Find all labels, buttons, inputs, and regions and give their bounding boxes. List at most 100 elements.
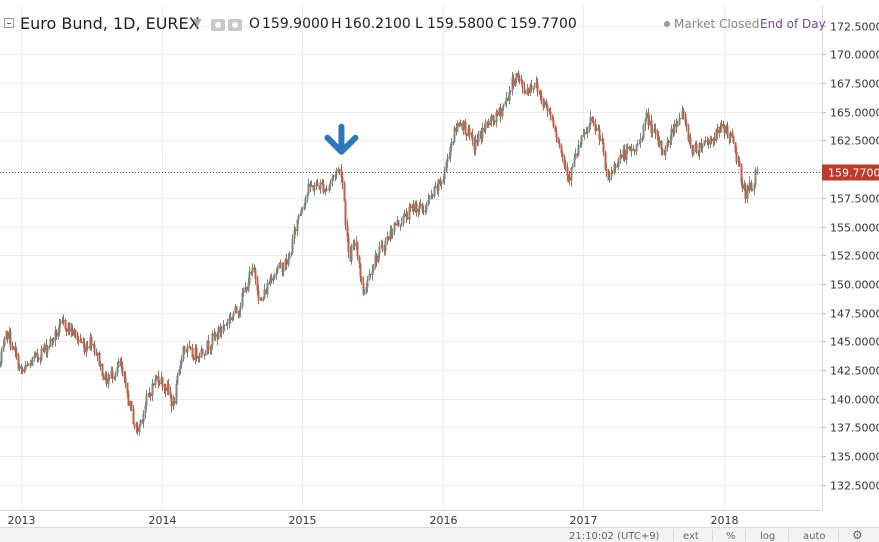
candle-body xyxy=(272,277,275,281)
candle-body xyxy=(157,376,160,383)
candle-body xyxy=(204,352,207,356)
candle-body xyxy=(62,319,65,321)
candle-body xyxy=(538,91,541,94)
candle-body xyxy=(418,205,421,209)
candle-body xyxy=(616,166,619,168)
candle-body xyxy=(555,132,558,139)
candle-body xyxy=(620,154,623,158)
candle-body xyxy=(51,338,54,341)
candle-body xyxy=(471,134,474,141)
candle-body xyxy=(654,129,657,134)
candle-body xyxy=(509,90,512,93)
candle-body xyxy=(681,110,684,119)
candle-body xyxy=(338,169,341,171)
candle-body xyxy=(266,283,269,294)
candle-body xyxy=(303,204,306,209)
candle-body xyxy=(114,373,117,377)
candle-body xyxy=(549,111,552,115)
candle-body xyxy=(179,364,182,369)
candle-body xyxy=(254,269,257,279)
vertical-gridlines xyxy=(21,5,725,510)
candle-body xyxy=(329,181,332,186)
price-axis[interactable]: 132.5000 135.0000 137.5000 140.0000 142.5000… xyxy=(822,0,879,527)
candle-body xyxy=(102,376,105,380)
candle-body xyxy=(270,278,273,281)
candle-body xyxy=(133,423,136,427)
y-tick-label: 170.0000 xyxy=(830,49,879,62)
candle-body xyxy=(412,204,415,212)
ext-toggle[interactable]: ext xyxy=(683,531,699,542)
candle-body xyxy=(52,340,55,342)
candle-body xyxy=(678,118,681,125)
percent-toggle[interactable]: % xyxy=(726,531,736,542)
candle-body xyxy=(188,346,191,348)
candle-body xyxy=(594,123,597,132)
time-axis[interactable]: 2013 2014 2015 2016 2017 2018 xyxy=(0,510,879,527)
settings-icon[interactable] xyxy=(228,19,242,31)
candle-body xyxy=(551,114,554,121)
candle-body xyxy=(658,140,661,145)
candle-body xyxy=(492,115,495,121)
candle-body xyxy=(260,299,263,301)
candle-body xyxy=(101,363,104,377)
candle-body xyxy=(71,328,74,336)
candle-body xyxy=(732,135,735,143)
candle-body xyxy=(645,112,648,119)
candle-body xyxy=(524,93,527,95)
candle-body xyxy=(126,382,129,395)
eye-icon[interactable] xyxy=(211,19,225,31)
candle-body xyxy=(487,122,490,126)
candle-body xyxy=(644,118,647,125)
candle-body xyxy=(630,147,633,151)
candle-body xyxy=(434,186,437,188)
candle-body xyxy=(46,346,49,353)
candle-body xyxy=(90,337,93,346)
chevron-down-icon[interactable]: ▼ xyxy=(193,16,202,29)
candle-body xyxy=(43,344,46,351)
symbol-title[interactable]: Euro Bund, 1D, EUREX xyxy=(20,14,200,33)
candle-body xyxy=(647,112,650,126)
candle-body xyxy=(83,343,86,353)
candle-body xyxy=(568,176,571,181)
candle-body xyxy=(360,276,363,283)
y-tick-label: 150.0000 xyxy=(830,279,879,292)
candle-body xyxy=(98,352,101,367)
collapse-legend-button[interactable] xyxy=(4,18,14,28)
candle-body xyxy=(242,292,245,294)
candlestick-series xyxy=(0,70,759,436)
candle-body xyxy=(560,145,563,153)
y-tick-label: 137.5000 xyxy=(830,422,879,435)
candle-body xyxy=(154,378,157,386)
candle-body xyxy=(20,365,23,369)
candle-body xyxy=(449,146,452,157)
candle-body xyxy=(481,128,484,139)
candle-body xyxy=(79,339,82,342)
candle-body xyxy=(294,229,297,232)
candle-body xyxy=(611,172,614,174)
divider xyxy=(788,529,789,541)
candle-body xyxy=(201,348,204,354)
candle-body xyxy=(6,331,9,340)
candle-body xyxy=(378,246,381,255)
log-toggle[interactable]: log xyxy=(760,531,776,542)
candle-body xyxy=(636,144,639,147)
market-status-text: Market Closed xyxy=(674,17,760,31)
candle-body xyxy=(602,142,605,153)
candle-body xyxy=(288,254,291,259)
candle-body xyxy=(247,283,250,291)
candle-body xyxy=(59,321,62,324)
gear-icon[interactable]: ⚙ xyxy=(852,528,863,542)
candle-body xyxy=(440,183,443,185)
candle-body xyxy=(14,346,17,353)
candle-body xyxy=(701,145,704,148)
candle-body xyxy=(682,110,685,115)
candle-body xyxy=(501,107,504,117)
candle-body xyxy=(375,255,378,263)
candle-body xyxy=(121,367,124,375)
candle-body xyxy=(322,184,325,193)
candle-body xyxy=(417,208,420,213)
auto-toggle[interactable]: auto xyxy=(803,531,826,542)
candle-body xyxy=(344,201,347,226)
candle-body xyxy=(279,262,282,264)
